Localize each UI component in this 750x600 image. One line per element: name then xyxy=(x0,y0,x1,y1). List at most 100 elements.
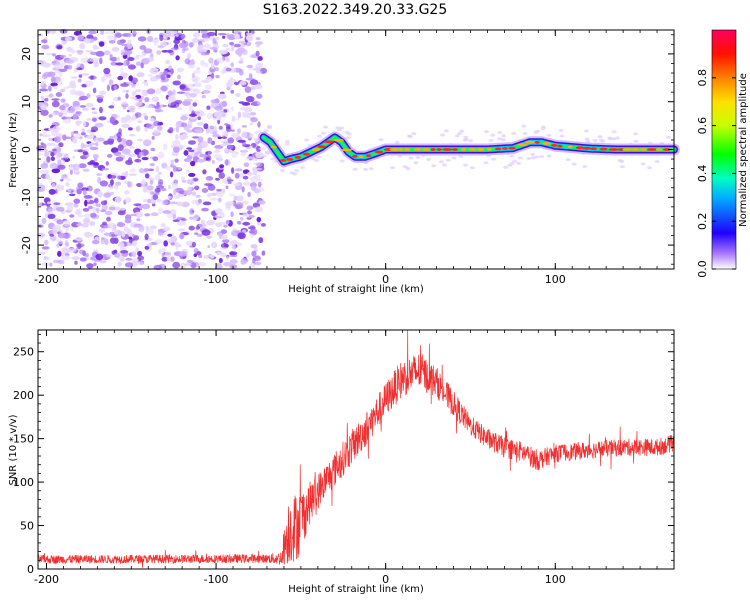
noise-blob xyxy=(151,96,160,103)
noise-blob xyxy=(255,151,264,159)
colorbar-frame xyxy=(711,29,737,270)
noise-blob xyxy=(127,153,137,157)
noise-blob xyxy=(110,61,118,66)
noise-blob xyxy=(45,52,54,56)
noise-blob xyxy=(130,96,137,100)
noise-blob xyxy=(173,30,178,35)
trace-hotspot xyxy=(323,140,334,144)
trace-hotspot xyxy=(279,159,287,162)
noise-blob xyxy=(117,75,124,81)
noise-blob xyxy=(116,222,126,228)
noise-blob xyxy=(61,159,66,165)
noise-blob xyxy=(250,117,258,123)
noise-blob xyxy=(227,34,237,41)
noise-blob xyxy=(263,129,269,133)
noise-blob xyxy=(52,53,56,57)
noise-blob xyxy=(51,98,60,101)
noise-blob xyxy=(633,132,639,136)
noise-blob xyxy=(229,259,238,264)
noise-blob xyxy=(234,172,240,179)
noise-blob xyxy=(654,160,660,164)
noise-blob xyxy=(42,63,51,68)
noise-blob xyxy=(521,124,527,128)
noise-blob xyxy=(241,200,249,205)
noise-blob xyxy=(61,255,71,261)
noise-blob xyxy=(316,155,321,159)
noise-blob xyxy=(91,240,100,245)
noise-blob xyxy=(155,187,161,193)
trace-hotspot xyxy=(542,142,551,145)
noise-blob xyxy=(77,34,85,41)
noise-blob xyxy=(90,75,94,80)
noise-blob xyxy=(157,207,164,215)
snr-frame xyxy=(37,329,675,570)
noise-blob xyxy=(546,154,552,158)
noise-blob xyxy=(241,186,245,193)
noise-blob xyxy=(254,206,263,213)
trace-hotspot xyxy=(599,147,608,151)
noise-blob xyxy=(54,112,64,116)
noise-blob xyxy=(215,148,221,153)
noise-blob xyxy=(97,176,102,184)
noise-blob xyxy=(352,167,358,171)
trace-hotspot xyxy=(442,148,453,151)
noise-blob xyxy=(242,211,248,218)
noise-blob xyxy=(230,129,235,132)
noise-blob xyxy=(511,131,517,135)
noise-blob xyxy=(48,93,54,97)
noise-blob xyxy=(611,137,617,141)
noise-blob xyxy=(170,101,180,108)
noise-blob xyxy=(237,139,246,143)
noise-blob xyxy=(76,111,83,115)
noise-blob xyxy=(144,173,150,179)
noise-blob xyxy=(82,151,89,156)
noise-blob xyxy=(246,41,252,47)
noise-blob xyxy=(215,74,220,79)
noise-blob xyxy=(184,58,191,65)
noise-blob xyxy=(111,46,120,52)
noise-blob xyxy=(202,37,210,42)
noise-blob xyxy=(144,245,150,250)
spectrogram-x-label: Height of straight line (km) xyxy=(288,284,424,295)
noise-blob xyxy=(75,91,84,95)
noise-blob xyxy=(50,76,56,84)
noise-blob xyxy=(221,100,228,108)
noise-blob xyxy=(40,109,49,116)
noise-blob xyxy=(221,136,228,139)
noise-blob xyxy=(70,84,77,89)
noise-blob xyxy=(253,174,261,180)
noise-blob xyxy=(92,153,99,159)
noise-blob xyxy=(115,156,124,162)
noise-blob xyxy=(59,105,66,111)
trace-hotspot xyxy=(421,148,431,151)
noise-blob xyxy=(248,226,256,230)
noise-blob xyxy=(201,80,210,83)
noise-blob xyxy=(144,97,150,103)
noise-blob xyxy=(69,214,75,218)
noise-blob xyxy=(77,50,83,56)
noise-blob xyxy=(142,198,148,203)
noise-blob xyxy=(443,129,449,133)
noise-blob xyxy=(239,80,247,86)
noise-blob xyxy=(235,92,241,98)
noise-blob xyxy=(113,151,122,157)
noise-blob xyxy=(174,37,181,41)
noise-blob xyxy=(89,221,96,227)
noise-blob xyxy=(143,48,153,54)
noise-blob xyxy=(137,138,143,142)
noise-blob xyxy=(121,101,127,105)
noise-blob xyxy=(96,173,102,177)
noise-blob xyxy=(72,114,78,120)
noise-blob xyxy=(500,138,506,142)
snr-x-tick-label: -100 xyxy=(204,573,229,586)
trace-hotspot xyxy=(567,145,573,149)
noise-blob xyxy=(239,57,244,61)
noise-blob xyxy=(509,162,515,165)
noise-blob xyxy=(173,146,180,153)
noise-blob xyxy=(137,120,143,124)
trace-hotspot xyxy=(508,146,516,150)
noise-blob xyxy=(255,50,260,57)
noise-blob xyxy=(80,57,90,64)
noise-blob xyxy=(86,129,92,133)
